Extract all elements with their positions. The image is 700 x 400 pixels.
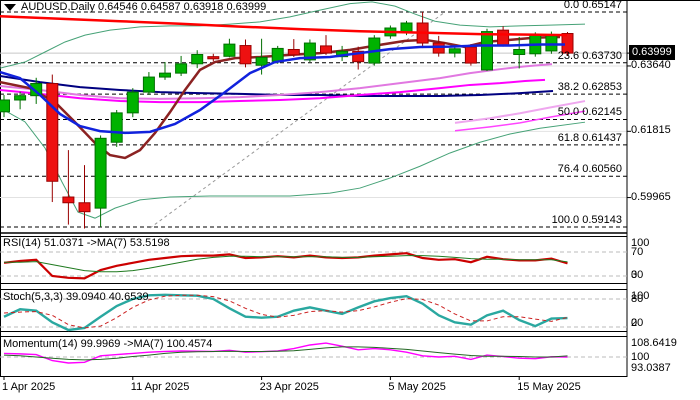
bollinger-lower [0, 107, 586, 219]
date-axis-label: 5 May 2025 [388, 381, 446, 393]
candle-body [320, 45, 332, 54]
stoch-main-line [3, 293, 568, 332]
date-axis-label: 15 May 2025 [517, 381, 581, 393]
candle-body [481, 31, 493, 71]
stoch-indicator-label: Stoch(5,3,3) 39.0940 40.6539 [3, 291, 149, 303]
stoch-panel-border [0, 289, 628, 332]
stoch-scale-label: 20 [631, 316, 644, 329]
chart-title-bar: AUDUSD,Daily 0.64546 0.64587 0.63918 0.6… [4, 1, 266, 13]
momentum-scale-label: 100 [631, 350, 650, 363]
stoch-scale-label: 0 [631, 316, 638, 329]
symbol-dropdown-icon[interactable] [4, 3, 16, 11]
fib-level-label: 0.0 0.65147 [563, 0, 622, 11]
candle-body [175, 63, 188, 74]
rsi-scale-label: 70 [631, 245, 644, 258]
chart-title: AUDUSD,Daily 0.64546 0.64587 0.63918 0.6… [21, 1, 267, 13]
fib-level-label: 23.6 0.63730 [557, 49, 622, 62]
candle-body [223, 43, 236, 57]
candle-body [110, 112, 123, 143]
candle-body [448, 48, 461, 54]
candle-body [303, 42, 316, 61]
candle-body [30, 83, 43, 97]
stoch-scale-label: 100 [631, 289, 650, 302]
fib-level-label: 38.2 0.62853 [557, 81, 622, 94]
rsi-indicator-label: RSI(14) 51.0371 ->MA(7) 53.5198 [3, 237, 170, 249]
candle-body [142, 76, 155, 93]
candle-body [287, 48, 300, 56]
stoch-scale-label: 80 [631, 292, 644, 305]
candle-body [126, 91, 139, 114]
candle-body [46, 83, 59, 182]
current-price-label: 0.63999 [629, 45, 675, 61]
price-axis-label: 0.59965 [631, 190, 671, 203]
momentum-scale-label: 108.6419 [631, 336, 677, 349]
candle-body [513, 48, 526, 56]
ma-long-red [0, 14, 568, 37]
candle-body [159, 72, 171, 78]
date-axis-label: 23 Apr 2025 [259, 381, 319, 393]
candle-body [0, 99, 10, 113]
candle-body [400, 22, 413, 33]
fib-level-label: 100.0 0.59143 [551, 213, 622, 226]
rsi-ma-line [4, 255, 568, 273]
date-axis-label: 1 Apr 2025 [2, 381, 56, 393]
fib-level-label: 76.4 0.60560 [557, 163, 622, 176]
fib-level-label: 61.8 0.61437 [557, 131, 622, 144]
rsi-panel-border [0, 236, 628, 284]
candle-body [62, 196, 75, 204]
candle-body [352, 50, 365, 63]
ma-violet [0, 63, 553, 100]
ma-magenta-long [454, 110, 586, 132]
ma-pink-long [454, 100, 586, 124]
momentum-scale-label: 93.0387 [631, 361, 671, 374]
candle-body [78, 202, 91, 213]
date-axis-label: 11 Apr 2025 [130, 381, 190, 393]
candle-body [239, 45, 252, 65]
price-axis-label: 0.61815 [631, 124, 671, 137]
candle-body [191, 54, 204, 65]
candle-body [94, 137, 107, 209]
rsi-scale-label: 30 [631, 268, 644, 281]
candle-body [14, 95, 27, 101]
fib-level-label: 50.0 0.62145 [557, 106, 622, 119]
momentum-indicator-label: Momentum(14) 99.9969 ->MA(7) 100.4574 [3, 338, 213, 350]
ma-blue [0, 43, 565, 135]
candle-body [207, 56, 220, 60]
momentum-line [3, 342, 568, 364]
momentum-ma-line [3, 346, 568, 361]
ma-magenta [0, 78, 546, 104]
price-axis-label: 0.63640 [631, 58, 671, 71]
rsi-scale-label: 0 [631, 268, 638, 281]
trend-line [149, 11, 446, 229]
bollinger-upper [0, 1, 586, 69]
stoch-signal-line [3, 294, 568, 329]
candle-body [255, 56, 268, 66]
candle-body [497, 29, 510, 46]
rsi-scale-label: 100 [631, 236, 650, 249]
